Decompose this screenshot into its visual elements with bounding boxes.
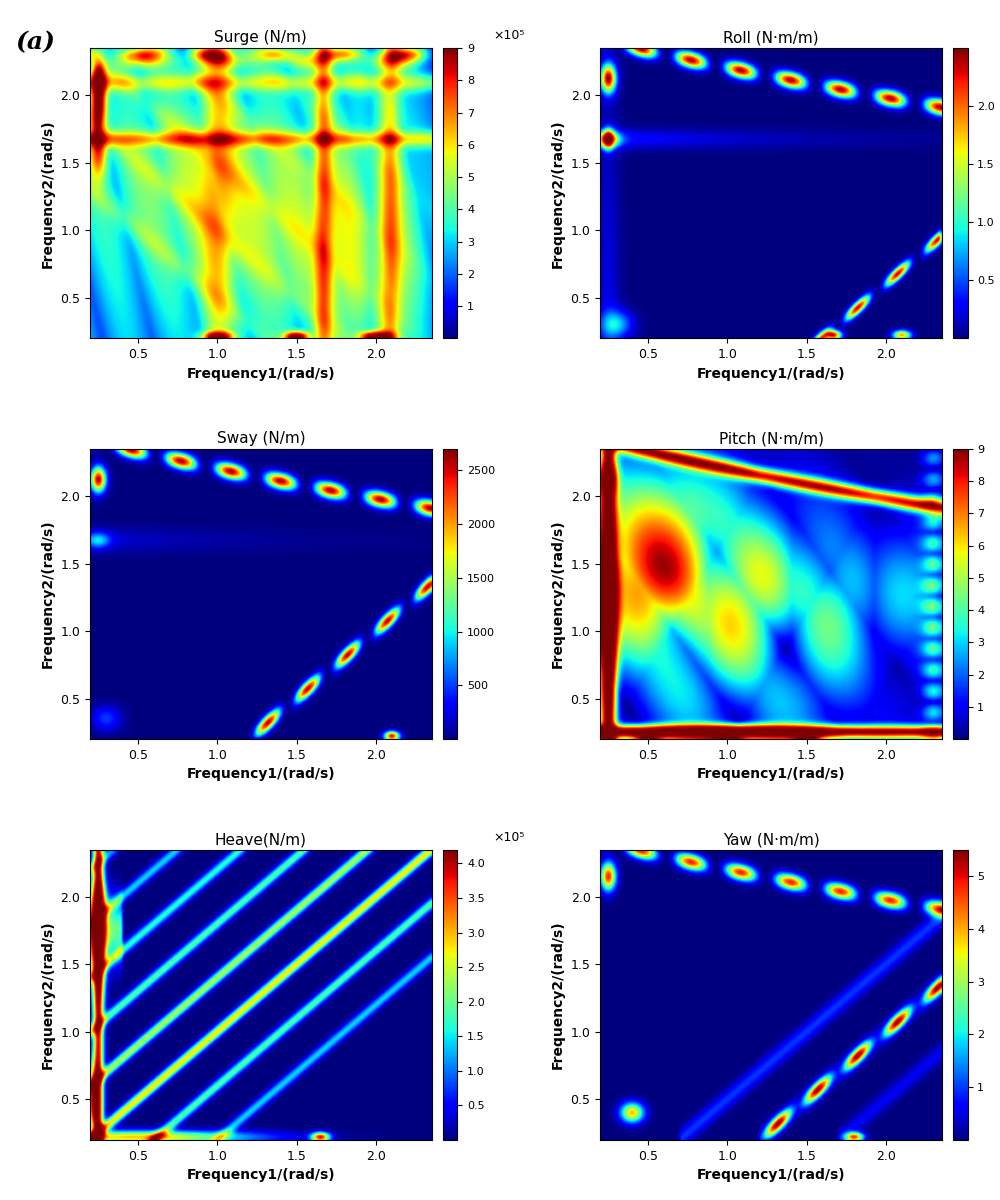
Title: Surge (N/m): Surge (N/m) [214, 30, 307, 46]
Y-axis label: Frequency2/(rad/s): Frequency2/(rad/s) [551, 520, 565, 668]
Y-axis label: Frequency2/(rad/s): Frequency2/(rad/s) [41, 920, 55, 1069]
Title: Sway (N/m): Sway (N/m) [217, 431, 305, 446]
X-axis label: Frequency1/(rad/s): Frequency1/(rad/s) [697, 1169, 845, 1182]
Title: Heave(N/m): Heave(N/m) [215, 832, 307, 847]
Y-axis label: Frequency2/(rad/s): Frequency2/(rad/s) [551, 119, 565, 268]
X-axis label: Frequency1/(rad/s): Frequency1/(rad/s) [187, 1169, 335, 1182]
X-axis label: Frequency1/(rad/s): Frequency1/(rad/s) [697, 367, 845, 380]
X-axis label: Frequency1/(rad/s): Frequency1/(rad/s) [187, 367, 335, 380]
Y-axis label: Frequency2/(rad/s): Frequency2/(rad/s) [41, 119, 55, 268]
Y-axis label: Frequency2/(rad/s): Frequency2/(rad/s) [41, 520, 55, 668]
Title: Yaw (N·m/m): Yaw (N·m/m) [723, 832, 819, 847]
X-axis label: Frequency1/(rad/s): Frequency1/(rad/s) [697, 768, 845, 781]
Title: Roll (N·m/m): Roll (N·m/m) [723, 30, 819, 46]
Text: ×10⁵: ×10⁵ [493, 29, 525, 42]
X-axis label: Frequency1/(rad/s): Frequency1/(rad/s) [187, 768, 335, 781]
Title: Pitch (N·m/m): Pitch (N·m/m) [719, 431, 824, 446]
Text: ×10⁵: ×10⁵ [493, 830, 525, 844]
Text: (a): (a) [15, 30, 55, 54]
Y-axis label: Frequency2/(rad/s): Frequency2/(rad/s) [551, 920, 565, 1069]
